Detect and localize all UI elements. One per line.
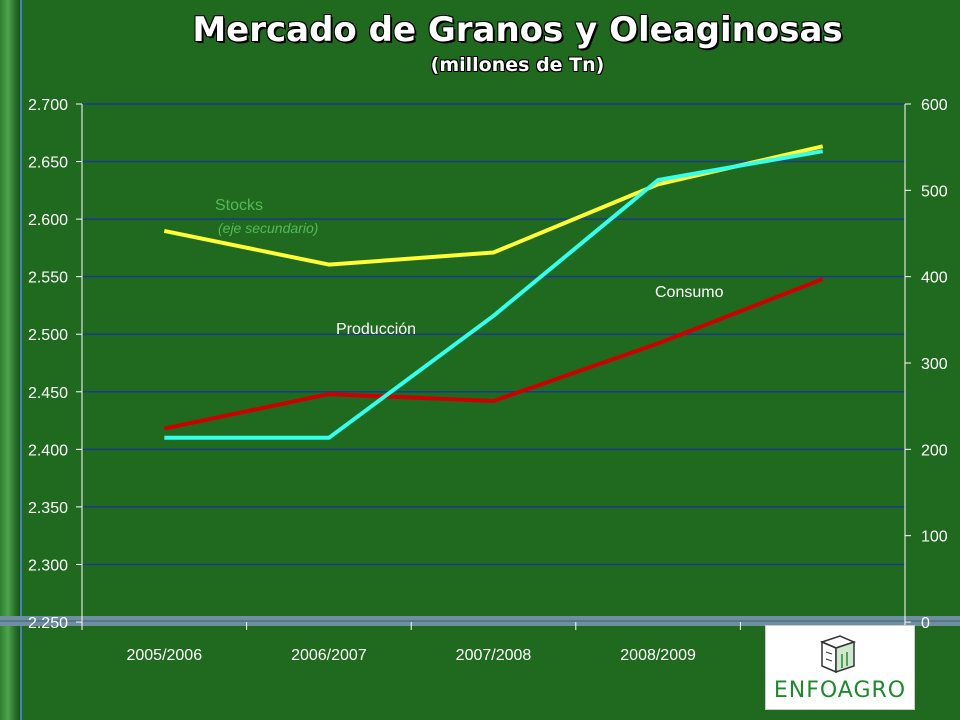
y-right-tick-label: 200 <box>921 442 948 459</box>
slide-left-bar <box>0 0 22 720</box>
y-left-tick-label: 2.700 <box>28 97 68 114</box>
grid-layer <box>0 103 960 626</box>
series-labels: Stocks (eje secundario) Producción Consu… <box>215 197 724 338</box>
x-tick-label: 2007/2008 <box>456 647 532 664</box>
y-right-tick-label: 600 <box>921 97 948 114</box>
chart-subtitle: (millones de Tn) <box>430 54 605 76</box>
series-line-produccion <box>164 149 824 440</box>
x-tick-label: 2008/2009 <box>620 647 696 664</box>
y-left-tick-label: 2.350 <box>28 500 68 517</box>
y-left-tick-label: 2.450 <box>28 385 68 402</box>
enfoagro-logo: ENFOAGRO <box>765 625 915 710</box>
series-label-produccion: Producción <box>336 321 416 338</box>
x-tick-label: 2006/2007 <box>291 647 367 664</box>
x-tick-label: 2005/2006 <box>126 647 202 664</box>
series-line-stocks <box>163 144 824 267</box>
chart-title: Mercado de Granos y Oleaginosas <box>192 10 843 50</box>
field-cube-icon <box>819 635 857 674</box>
y-right-tick-label: 0 <box>921 615 930 632</box>
y-left-tick-label: 2.650 <box>28 155 68 172</box>
y-left-tick-label: 2.250 <box>28 615 68 632</box>
series-line-consumo <box>163 277 824 431</box>
y-right-tick-label: 100 <box>921 529 948 546</box>
y-left-tick-label: 2.300 <box>28 557 68 574</box>
y-left-tick-label: 2.500 <box>28 327 68 344</box>
y-right-tick-label: 500 <box>921 183 948 200</box>
logo-text: ENFOAGRO <box>773 678 907 703</box>
series-label-consumo: Consumo <box>655 284 724 301</box>
y-right-tick-label: 300 <box>921 356 948 373</box>
series-label-stocks: Stocks <box>215 197 263 214</box>
axis-layer: 2.250 2.300 2.350 2.400 2.450 2.500 2.550 2.600… <box>28 97 948 664</box>
series-label-stocks-note: (eje secundario) <box>218 220 318 236</box>
y-right-tick-label: 400 <box>921 270 948 287</box>
series-layer <box>163 144 824 440</box>
y-left-tick-label: 2.400 <box>28 442 68 459</box>
y-left-tick-label: 2.600 <box>28 212 68 229</box>
y-left-tick-label: 2.550 <box>28 270 68 287</box>
